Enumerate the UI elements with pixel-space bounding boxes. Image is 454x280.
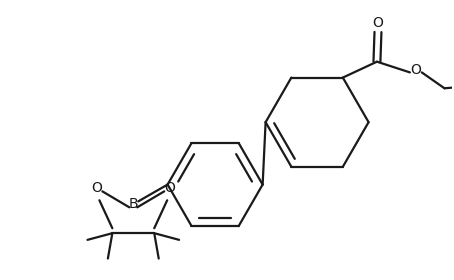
Text: O: O bbox=[373, 16, 384, 30]
Text: B: B bbox=[128, 197, 138, 211]
Text: O: O bbox=[91, 181, 102, 195]
Text: O: O bbox=[165, 181, 176, 195]
Text: O: O bbox=[410, 63, 421, 77]
